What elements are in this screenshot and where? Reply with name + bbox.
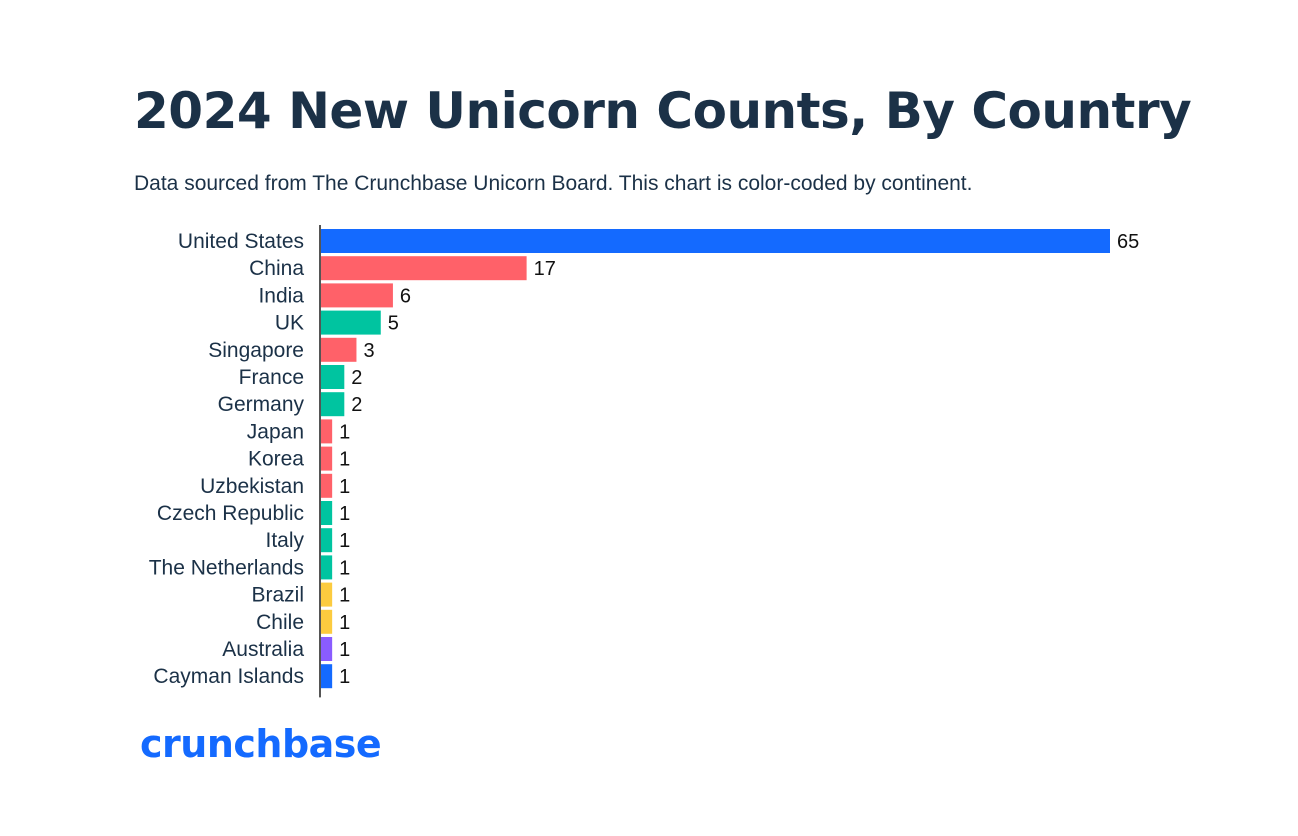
bar-chile — [320, 609, 333, 634]
category-label: Korea — [248, 448, 304, 471]
bar-cayman-islands — [320, 664, 333, 689]
value-label: 1 — [339, 612, 350, 634]
chart-title: 2024 New Unicorn Counts, By Country — [134, 82, 1192, 140]
crunchbase-logo: crunchbase — [140, 722, 382, 766]
value-label: 1 — [339, 449, 350, 471]
value-label: 1 — [339, 476, 350, 498]
category-label: Czech Republic — [157, 502, 304, 525]
value-label: 5 — [388, 313, 399, 335]
value-label: 1 — [339, 503, 350, 525]
value-label: 3 — [363, 340, 374, 362]
bar-united-states — [320, 229, 1110, 253]
bar-australia — [320, 637, 333, 661]
category-label: Brazil — [251, 584, 304, 607]
value-label: 17 — [534, 258, 556, 280]
category-label: The Netherlands — [149, 556, 304, 579]
value-label: 2 — [351, 367, 362, 389]
category-label: Cayman Islands — [153, 665, 304, 688]
chart-subtitle: Data sourced from The Crunchbase Unicorn… — [134, 172, 973, 195]
category-label: Chile — [256, 611, 304, 634]
value-label: 1 — [339, 639, 350, 661]
value-label: 1 — [339, 530, 350, 552]
bar-brazil — [320, 582, 333, 607]
bar-italy — [320, 528, 333, 553]
bars-layer: United States 65 China 17 India 6 UK 5 Singapore… — [149, 229, 1139, 689]
value-label: 2 — [351, 394, 362, 416]
bar-japan — [320, 419, 333, 444]
category-label: China — [249, 257, 304, 280]
bar-india — [320, 283, 393, 308]
bar-the-netherlands — [320, 555, 333, 580]
bar-czech-republic — [320, 501, 333, 525]
value-label: 6 — [400, 285, 411, 307]
value-label: 65 — [1117, 231, 1139, 253]
category-label: Germany — [218, 393, 305, 416]
bar-uk — [320, 310, 381, 335]
bar-singapore — [320, 337, 357, 362]
bar-germany — [320, 392, 345, 417]
category-label: India — [258, 284, 304, 307]
category-label: UK — [275, 312, 304, 335]
category-label: Italy — [265, 529, 304, 552]
category-label: Australia — [222, 638, 304, 661]
value-label: 1 — [339, 666, 350, 688]
category-label: United States — [178, 230, 304, 253]
value-label: 1 — [339, 557, 350, 579]
category-label: Singapore — [208, 339, 304, 362]
category-label: Japan — [247, 420, 304, 443]
bar-france — [320, 365, 345, 389]
value-label: 1 — [339, 421, 350, 443]
bar-korea — [320, 446, 333, 471]
bar-uzbekistan — [320, 473, 333, 498]
value-label: 1 — [339, 585, 350, 607]
category-label: France — [239, 366, 304, 389]
category-label: Uzbekistan — [200, 475, 304, 498]
bar-china — [320, 256, 527, 281]
